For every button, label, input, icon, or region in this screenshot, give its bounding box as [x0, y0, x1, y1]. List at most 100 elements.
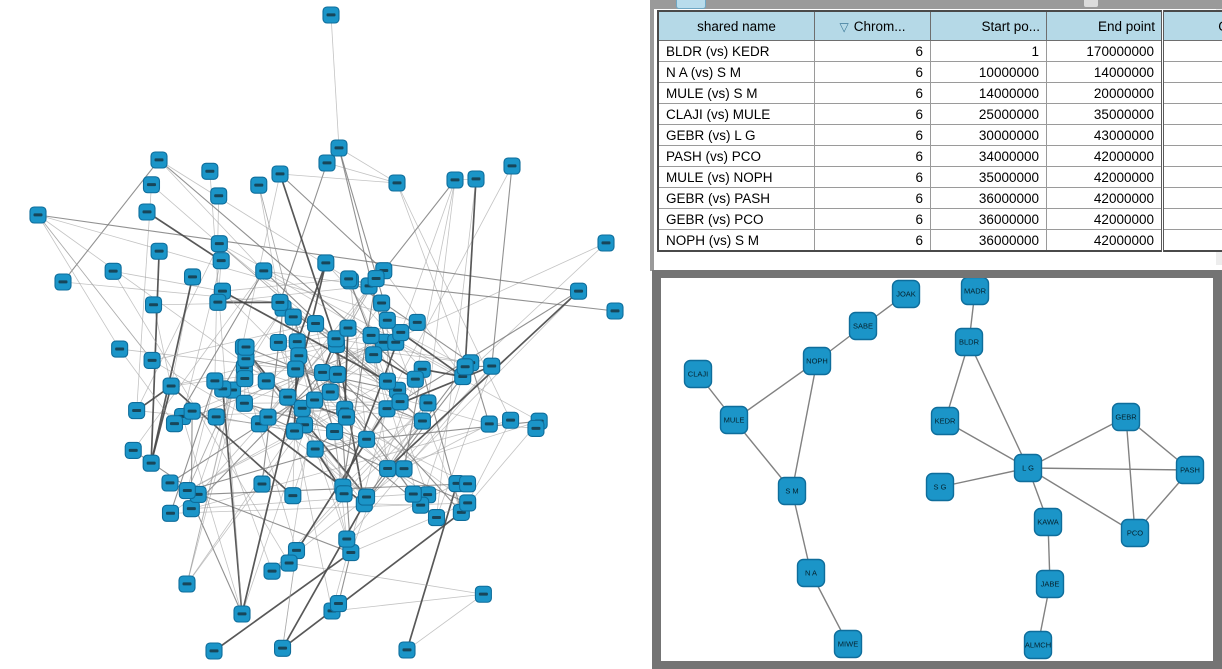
- network-node[interactable]: [419, 394, 437, 412]
- column-header-chrom-[interactable]: ▽ Chrom...: [814, 10, 931, 41]
- network-node[interactable]: [279, 388, 297, 406]
- network-node[interactable]: [178, 575, 196, 593]
- network-node[interactable]: [569, 282, 588, 300]
- network-node[interactable]: [237, 338, 255, 356]
- network-node[interactable]: [210, 235, 228, 253]
- network-node[interactable]: [317, 254, 335, 272]
- network-node[interactable]: [339, 319, 357, 337]
- network-node[interactable]: [128, 402, 146, 420]
- subnetwork-node-kawa[interactable]: KAWA: [1033, 507, 1063, 537]
- subnetwork-node-gebr[interactable]: GEBR: [1111, 402, 1141, 432]
- table-row[interactable]: BLDR (vs) KEDR61170000000192.0: [657, 40, 1222, 62]
- network-node[interactable]: [395, 460, 413, 478]
- network-node[interactable]: [142, 454, 160, 472]
- network-node[interactable]: [388, 174, 406, 192]
- network-node[interactable]: [210, 187, 228, 205]
- network-node[interactable]: [212, 252, 230, 270]
- subnetwork-node-kedr[interactable]: KEDR: [930, 406, 960, 436]
- network-node[interactable]: [259, 408, 277, 426]
- network-node[interactable]: [183, 402, 201, 420]
- network-node[interactable]: [427, 509, 446, 527]
- network-node[interactable]: [378, 372, 396, 390]
- table-row[interactable]: NOPH (vs) S M636000000420000009.9: [657, 229, 1222, 252]
- table-row[interactable]: N A (vs) S M610000000140000006.6: [657, 61, 1222, 83]
- network-node[interactable]: [337, 408, 355, 426]
- network-node[interactable]: [287, 360, 305, 378]
- network-node[interactable]: [322, 6, 340, 24]
- network-node[interactable]: [378, 400, 396, 418]
- subnetwork-node-jabe[interactable]: JABE: [1035, 569, 1065, 599]
- column-header-end-point[interactable]: End point: [1046, 10, 1163, 41]
- network-node[interactable]: [233, 605, 251, 623]
- network-node[interactable]: [165, 415, 184, 433]
- table-row[interactable]: GEBR (vs) PCO636000000420000008.4: [657, 208, 1222, 230]
- network-node[interactable]: [318, 154, 336, 172]
- network-node[interactable]: [392, 323, 410, 342]
- network-node[interactable]: [307, 315, 325, 333]
- subnetwork-node-almch[interactable]: ALMCH: [1023, 630, 1053, 660]
- network-node[interactable]: [111, 340, 129, 358]
- network-node[interactable]: [474, 585, 492, 603]
- network-node[interactable]: [306, 440, 324, 458]
- network-node[interactable]: [338, 530, 356, 548]
- network-node[interactable]: [162, 377, 180, 395]
- network-node[interactable]: [138, 203, 156, 221]
- column-header-start-po-[interactable]: Start po...: [930, 10, 1047, 41]
- network-node[interactable]: [367, 270, 385, 288]
- column-header-shared-name[interactable]: shared name: [657, 10, 815, 41]
- network-node[interactable]: [330, 139, 348, 157]
- subnetwork-node-sg[interactable]: S G: [925, 472, 955, 502]
- network-node[interactable]: [326, 423, 344, 441]
- tab-fragment[interactable]: [676, 0, 706, 9]
- network-node[interactable]: [235, 394, 253, 412]
- subnetwork-node-mule[interactable]: MULE: [719, 405, 749, 435]
- network-node[interactable]: [274, 639, 292, 657]
- network-node[interactable]: [250, 176, 268, 194]
- network-node[interactable]: [104, 262, 122, 280]
- network-node[interactable]: [287, 541, 306, 560]
- table-row[interactable]: PASH (vs) PCO6340000004200000011.4: [657, 145, 1222, 167]
- network-node[interactable]: [207, 408, 225, 426]
- network-node[interactable]: [365, 346, 383, 364]
- network-node[interactable]: [502, 411, 520, 429]
- network-node[interactable]: [124, 441, 142, 459]
- network-node[interactable]: [373, 294, 391, 312]
- subnetwork-node-noph[interactable]: NOPH: [802, 346, 832, 376]
- network-node[interactable]: [183, 268, 202, 286]
- subnetwork-node-sm[interactable]: S M: [777, 476, 807, 506]
- network-node[interactable]: [29, 206, 47, 224]
- network-node[interactable]: [271, 165, 289, 183]
- sort-filter-icon[interactable]: ▽: [839, 19, 849, 34]
- subnetwork-node-madr[interactable]: MADR: [960, 278, 990, 306]
- network-node[interactable]: [306, 391, 324, 409]
- network-node[interactable]: [206, 372, 224, 390]
- network-node[interactable]: [271, 293, 289, 312]
- table-row[interactable]: MULE (vs) S M614000000200000007.5: [657, 82, 1222, 104]
- network-node[interactable]: [178, 482, 196, 500]
- network-node[interactable]: [321, 383, 339, 401]
- network-node[interactable]: [253, 475, 271, 493]
- network-node[interactable]: [161, 474, 179, 492]
- network-node[interactable]: [480, 415, 498, 433]
- network-node[interactable]: [606, 302, 624, 320]
- network-node[interactable]: [285, 422, 304, 440]
- network-node[interactable]: [263, 562, 281, 580]
- network-node[interactable]: [290, 347, 308, 365]
- network-node[interactable]: [358, 430, 376, 448]
- subnetwork-node-na[interactable]: N A: [796, 558, 826, 588]
- network-node[interactable]: [161, 504, 180, 522]
- network-node[interactable]: [269, 333, 287, 352]
- subnetwork-canvas[interactable]: JOAK SABE NOPH CLAJI MULE MADR BLDR KEDR GEBR L G…: [661, 278, 1213, 661]
- network-node[interactable]: [328, 365, 346, 383]
- subnetwork-node-lg[interactable]: L G: [1013, 453, 1043, 483]
- network-node[interactable]: [327, 330, 345, 348]
- network-node[interactable]: [458, 475, 477, 493]
- table-row[interactable]: CLAJI (vs) MULE625000000350000005.9: [657, 103, 1222, 125]
- subnetwork-node-pash[interactable]: PASH: [1175, 455, 1205, 485]
- network-node[interactable]: [358, 488, 376, 506]
- network-node[interactable]: [143, 351, 161, 369]
- network-node[interactable]: [205, 642, 223, 660]
- network-node[interactable]: [255, 262, 273, 280]
- network-node[interactable]: [144, 296, 163, 314]
- network-node[interactable]: [408, 313, 426, 331]
